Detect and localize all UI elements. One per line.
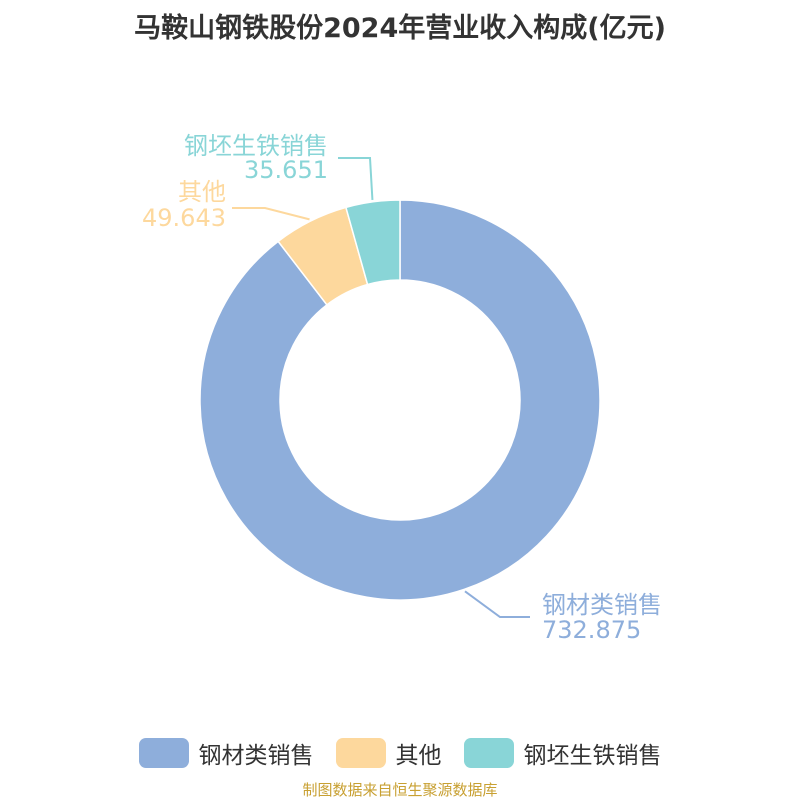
slice-steel-sales[interactable] <box>199 199 601 601</box>
donut-slices <box>199 199 601 601</box>
legend-item-other[interactable]: 其他 <box>335 736 442 770</box>
source-note: 制图数据来自恒生聚源数据库 <box>302 781 498 799</box>
label-billet-pigiron-sales-value: 35.651 <box>244 156 328 184</box>
label-steel-sales-name: 钢材类销售 <box>542 591 662 619</box>
legend-item-billet-pigiron-sales[interactable]: 钢坯生铁销售 <box>463 736 662 770</box>
leader-steel-sales <box>464 590 530 618</box>
chart-title: 马鞍山钢铁股份2024年营业收入构成(亿元) <box>134 13 666 44</box>
label-other-value: 49.643 <box>142 204 226 232</box>
leader-billet-pigiron-sales <box>338 157 374 200</box>
legend-swatch <box>138 738 189 768</box>
slice-billet-pigiron-sales[interactable] <box>345 199 401 286</box>
legend-label: 钢坯生铁销售 <box>523 743 662 769</box>
legend-label: 钢材类销售 <box>198 743 314 769</box>
label-steel-sales-value: 732.875 <box>542 616 641 644</box>
legend-swatch <box>335 738 386 768</box>
label-leader-lines <box>232 157 530 618</box>
legend-label: 其他 <box>395 743 442 769</box>
legend-item-steel-sales[interactable]: 钢材类销售 <box>138 736 314 770</box>
leader-other <box>232 207 310 221</box>
legend-swatch <box>463 738 514 768</box>
legend: 钢材类销售 其他 钢坯生铁销售 <box>0 736 800 770</box>
label-billet-pigiron-sales-name: 钢坯生铁销售 <box>184 132 328 160</box>
label-other-name: 其他 <box>178 178 226 206</box>
